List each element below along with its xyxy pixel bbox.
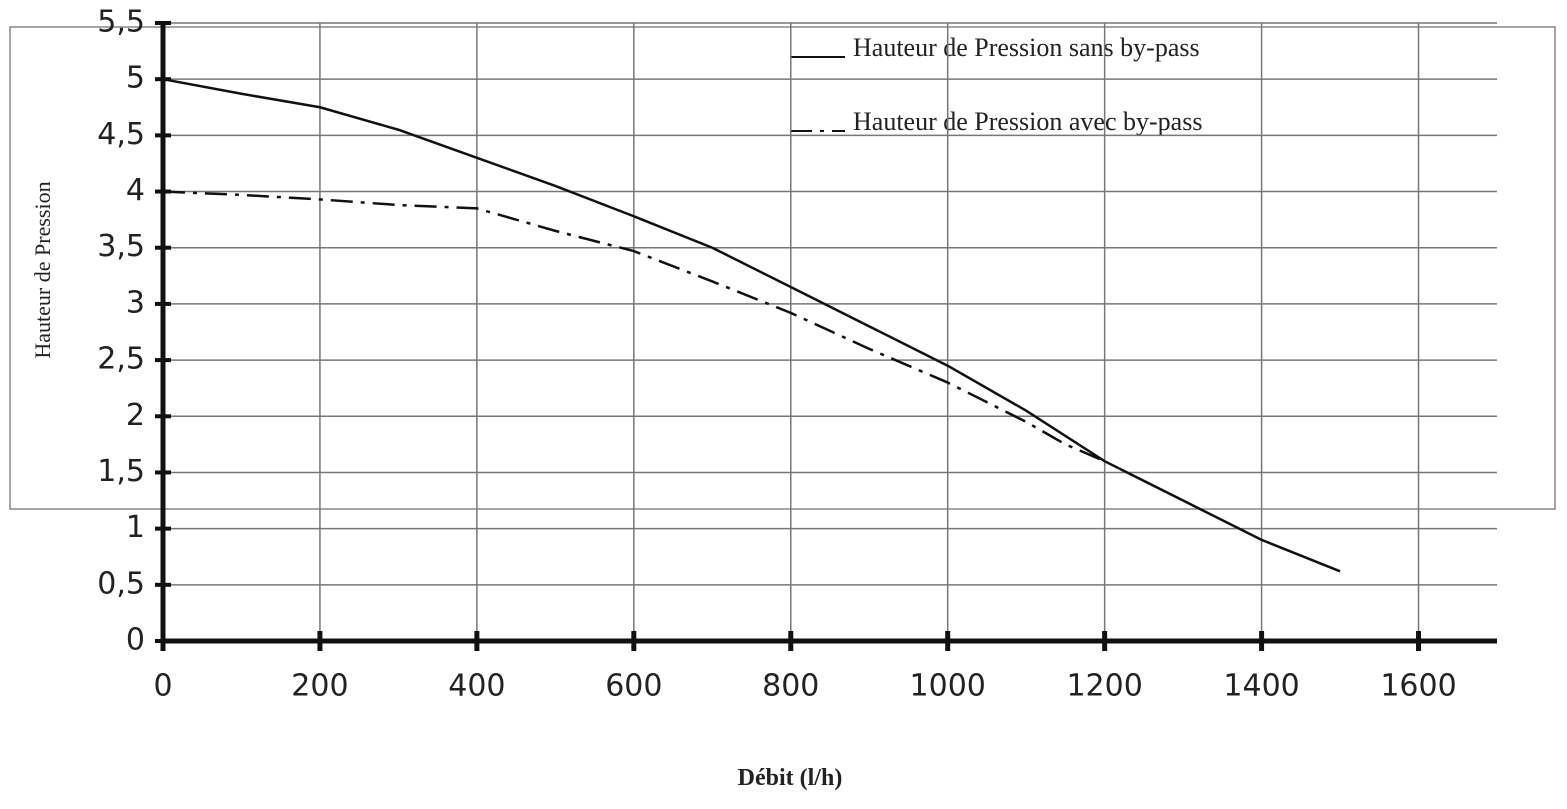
y-tick-label: 2 xyxy=(126,398,145,433)
x-tick-label: 800 xyxy=(762,669,819,704)
x-tick-label: 600 xyxy=(605,669,662,704)
x-tick-label: 200 xyxy=(291,669,348,704)
frame xyxy=(9,26,1556,510)
y-tick-label: 0 xyxy=(126,623,145,658)
x-tick-label: 1600 xyxy=(1380,669,1456,704)
y-tick-label: 1 xyxy=(126,510,145,545)
x-tick-label: 0 xyxy=(153,669,172,704)
line xyxy=(162,190,1106,463)
x-tick-label: 1400 xyxy=(1223,669,1299,704)
y-tick-label: 4,5 xyxy=(97,117,145,152)
y-tick-label: 2,5 xyxy=(97,342,145,377)
y-tick-label: 0,5 xyxy=(97,566,145,601)
y-tick-label: 4 xyxy=(126,173,145,208)
x-tick-label: 400 xyxy=(448,669,505,704)
x-tick-label: 1200 xyxy=(1066,669,1142,704)
y-tick-label: 5 xyxy=(126,61,145,96)
line xyxy=(162,77,1341,573)
y-tick-label: 1,5 xyxy=(97,454,145,489)
x-tick-label: 1000 xyxy=(910,669,986,704)
legend: Hauteur de Pression sans by-pass Hauteur … xyxy=(790,33,1202,136)
y-axis-title: Hauteur de Pression xyxy=(30,181,55,358)
y-tick-label: 5,5 xyxy=(97,5,145,40)
y-tick-label: 3,5 xyxy=(97,229,145,264)
y-tick-label: 3 xyxy=(126,285,145,320)
x-axis-title: Débit (l/h) xyxy=(738,765,843,791)
legend-label: Hauteur de Pression sans by-pass xyxy=(853,33,1200,62)
legend-label: Hauteur de Pression avec by-pass xyxy=(853,107,1202,136)
